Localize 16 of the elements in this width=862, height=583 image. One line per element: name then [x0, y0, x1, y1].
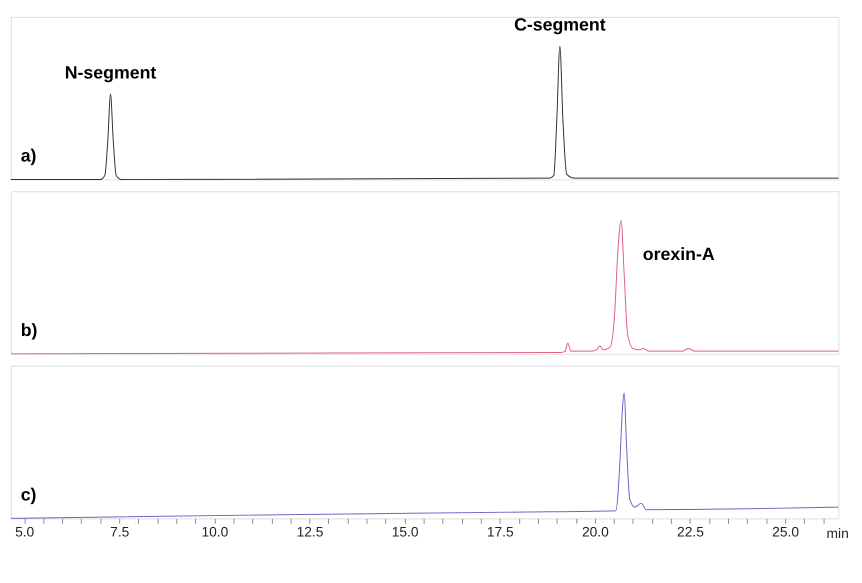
annotation: a): [20, 146, 37, 166]
x-tick-label: 5.0: [15, 524, 35, 540]
x-tick-label: 12.5: [296, 524, 324, 540]
x-tick-label: 15.0: [392, 524, 419, 540]
annotation: c): [20, 484, 37, 505]
x-tick-label: 17.5: [486, 524, 514, 540]
annotation: N-segment: [64, 62, 156, 82]
annotation: C-segment: [514, 14, 606, 34]
x-tick-label: 20.0: [582, 524, 610, 540]
x-tick-label: 7.5: [110, 524, 130, 540]
annotation: b): [20, 320, 38, 340]
x-tick-label: 25.0: [772, 524, 800, 540]
annotation: orexin-A: [642, 244, 715, 264]
x-tick-label: 10.0: [201, 524, 229, 540]
x-axis-title: min: [826, 526, 849, 542]
x-tick-label: 22.5: [677, 524, 704, 540]
